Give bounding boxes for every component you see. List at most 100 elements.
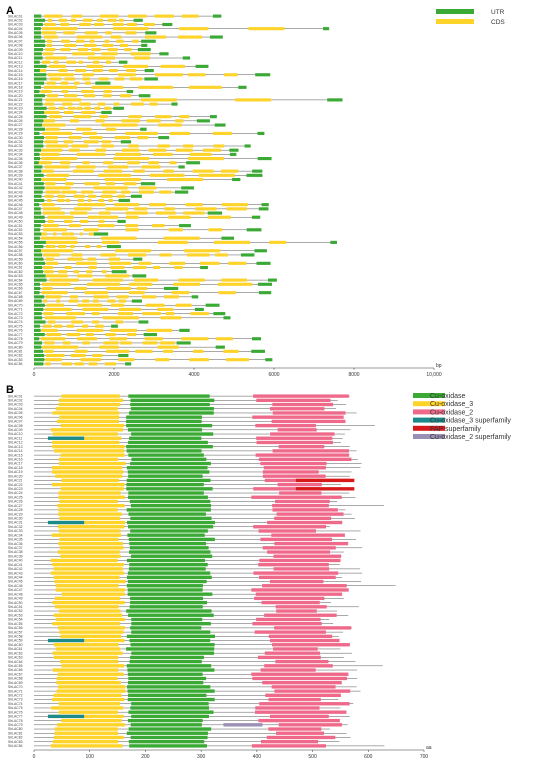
row-label: SlrLAC68	[8, 295, 23, 299]
row-label: SlrLAC42	[8, 567, 23, 571]
utr-bar	[34, 224, 41, 228]
utr-bar	[252, 337, 262, 341]
utr-bar	[34, 52, 42, 56]
cds-bar	[60, 161, 71, 165]
row-label: SlrLAC14	[8, 449, 23, 453]
cu-oxidase-domain	[131, 457, 207, 462]
row-label: SlrLAC61	[8, 266, 23, 270]
cds-bar	[181, 14, 199, 18]
cds-bar	[128, 253, 147, 257]
cds-bar	[62, 341, 71, 345]
cds-bar	[77, 303, 103, 307]
row-label: SlrLAC27	[8, 123, 23, 127]
cds-bar	[125, 131, 158, 135]
row-label: SlrLAC46	[8, 203, 23, 207]
cds-bar	[141, 295, 157, 299]
row-label: SlrLAC83	[8, 740, 23, 744]
utr-bar	[34, 194, 42, 198]
cds-bar	[45, 295, 62, 299]
cds-bar	[154, 14, 174, 18]
cds-bar	[160, 341, 175, 345]
cds-bar	[64, 94, 78, 98]
cds-bar	[130, 102, 144, 106]
cu-oxidase-3-domain	[52, 482, 125, 487]
gene-row: SlrLAC76	[8, 329, 190, 333]
gene-row: SlrLAC56	[8, 245, 121, 249]
x-tick-label: 2000	[108, 372, 119, 378]
row-label: SlrLAC25	[8, 115, 23, 119]
cu-oxidase-2-domain	[260, 739, 319, 744]
cds-bar	[46, 173, 70, 177]
cds-bar	[160, 64, 185, 68]
cds-bar	[81, 89, 94, 94]
cu-oxidase-2-domain	[258, 718, 340, 723]
cu-oxidase-2-domain	[253, 571, 339, 575]
cu-oxidase-2-domain	[253, 394, 349, 398]
gene-row: SlrLAC48	[8, 211, 223, 215]
row-label: SlrLAC66	[8, 668, 23, 672]
cds-bar	[178, 35, 202, 39]
cds-bar	[41, 148, 63, 152]
row-label: SlrLAC20	[8, 474, 23, 478]
cds-bar	[199, 261, 220, 265]
utr-bar	[34, 353, 45, 358]
gene-row: SlrLAC30	[8, 136, 170, 140]
cu-oxidase-2-domain	[274, 626, 352, 630]
cu-oxidase-2-domain	[277, 428, 317, 432]
cds-bar	[46, 39, 53, 43]
cds-bar	[226, 207, 247, 211]
utr-bar	[101, 110, 112, 115]
protein-row: SlrLAC12	[8, 441, 341, 445]
utr-bar	[140, 127, 147, 131]
protein-row: SlrLAC19	[8, 470, 352, 474]
cds-bar	[110, 35, 122, 39]
cu-oxidase-3-domain	[52, 444, 125, 449]
cds-bar	[45, 186, 71, 190]
utr-bar	[120, 140, 132, 144]
cu-oxidase-domain	[130, 723, 202, 727]
legend-label: Cu-oxidase_3 superfamily	[430, 418, 511, 425]
protein-row: SlrLAC44	[8, 576, 343, 580]
utr-bar	[191, 295, 199, 299]
row-label: SlrLAC61	[8, 647, 23, 651]
x-tick-label: 100	[86, 754, 95, 760]
cu-oxidase-domain	[126, 482, 204, 487]
utr-bar	[181, 186, 194, 190]
protein-row: SlrLAC48	[8, 592, 343, 596]
gene-row: SlrLAC67	[8, 291, 272, 295]
gene-row: SlrLAC59	[8, 257, 143, 261]
cu-oxidase-domain	[128, 693, 207, 698]
cds-bar	[88, 194, 97, 198]
cds-bar	[45, 307, 72, 311]
cds-bar	[106, 286, 131, 291]
protein-row: SlrLAC02	[8, 399, 338, 403]
gene-row: SlrLAC03	[8, 23, 173, 27]
row-label: SlrLAC43	[8, 571, 23, 575]
cu-oxidase-3-domain	[61, 664, 125, 668]
protein-row: SlrLAC50	[8, 601, 331, 605]
cu-oxidase-2-domain	[253, 487, 320, 491]
cu-oxidase-3-domain	[52, 411, 120, 415]
cu-oxidase-domain	[129, 659, 202, 664]
protein-row: SlrLAC27	[8, 504, 384, 508]
axis-unit-label: bp	[436, 363, 442, 369]
cds-bar	[95, 119, 105, 123]
cu-oxidase-2-domain	[251, 588, 349, 592]
cds-bar	[105, 207, 129, 211]
row-label: SlrLAC30	[8, 517, 23, 521]
row-label: SlrLAC11	[8, 436, 22, 440]
cds-bar	[137, 136, 149, 140]
utr-bar	[268, 278, 277, 282]
cds-bar	[220, 169, 239, 173]
cu-oxidase-3-domain	[58, 398, 124, 403]
x-tick-label: 400	[253, 754, 262, 760]
x-tick-label: 10,000	[426, 372, 442, 378]
cu-oxidase-3-domain	[54, 579, 126, 584]
cds-bar	[66, 333, 81, 337]
cu-oxidase-domain	[127, 592, 213, 596]
cds-bar	[61, 89, 69, 94]
cds-bar	[40, 337, 66, 341]
gene-row: SlrLAC33	[8, 148, 239, 152]
row-label: SlrLAC28	[8, 127, 23, 131]
cds-bar	[61, 362, 73, 366]
